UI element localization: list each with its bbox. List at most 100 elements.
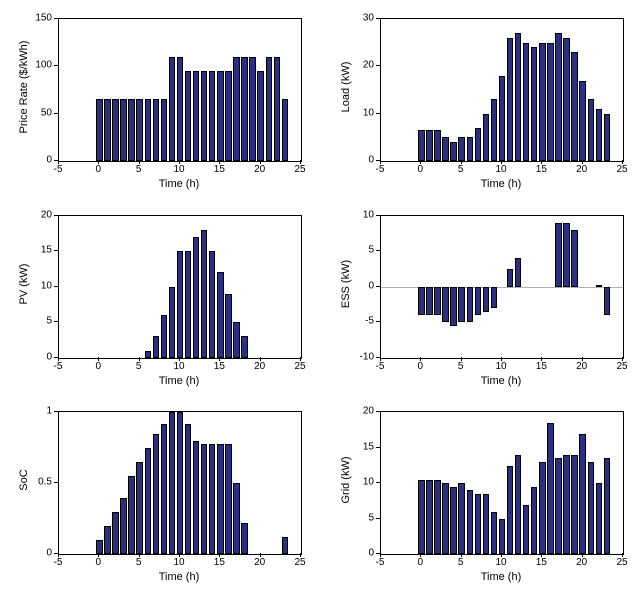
bar [241, 523, 247, 554]
bar [515, 258, 521, 286]
bar [604, 458, 610, 554]
bar [112, 512, 118, 555]
plot-area-price [58, 18, 302, 162]
bar [177, 57, 183, 161]
bar [442, 287, 448, 323]
x-tick-label: 25 [616, 557, 627, 568]
bar [145, 448, 151, 555]
x-tick-label: 15 [536, 361, 547, 372]
bar [161, 315, 167, 358]
bar [523, 505, 529, 555]
bar [571, 230, 577, 287]
bar [491, 99, 497, 161]
plot-area-grid [380, 411, 624, 555]
bar [491, 512, 497, 555]
bar [458, 137, 464, 161]
bar [483, 494, 489, 554]
bar [241, 57, 247, 161]
x-tick-label: -5 [376, 557, 385, 568]
bar [491, 287, 497, 308]
bar [193, 441, 199, 555]
plot-area-soc [58, 411, 302, 555]
bar [604, 287, 610, 315]
x-tick-label: 15 [214, 557, 225, 568]
bar [217, 272, 223, 357]
bar [217, 71, 223, 161]
y-axis-label: PV (kW) [18, 214, 30, 354]
x-tick-label: 20 [576, 164, 587, 175]
x-axis-label: Time (h) [380, 571, 622, 583]
x-tick-label: 0 [418, 361, 424, 372]
bar [483, 114, 489, 161]
x-tick-label: 20 [254, 164, 265, 175]
bar [120, 498, 126, 555]
bar [458, 483, 464, 554]
bar [434, 480, 440, 555]
bar [249, 57, 255, 161]
bar [418, 480, 424, 555]
plot-area-pv [58, 215, 302, 359]
bar [588, 462, 594, 554]
plot-area-ess [380, 215, 624, 359]
bar [225, 294, 231, 358]
x-tick-label: 0 [96, 361, 102, 372]
y-axis-label: SoC [18, 410, 30, 550]
x-tick-label: -5 [54, 361, 63, 372]
bar [604, 114, 610, 161]
bar [241, 336, 247, 357]
x-tick-label: 25 [294, 361, 305, 372]
bar [233, 483, 239, 554]
bar [507, 38, 513, 161]
x-axis-label: Time (h) [58, 375, 300, 387]
bar [563, 38, 569, 161]
bar [563, 455, 569, 554]
bar [153, 434, 159, 555]
bar [145, 351, 151, 358]
bar [458, 287, 464, 323]
bar [282, 537, 288, 554]
bar [96, 99, 102, 161]
bar [499, 76, 505, 161]
bar [467, 287, 473, 323]
bar [136, 99, 142, 161]
bar [136, 462, 142, 554]
bar [426, 130, 432, 161]
bar [193, 71, 199, 161]
bar [209, 71, 215, 161]
bar [209, 251, 215, 358]
x-tick-label: 20 [254, 361, 265, 372]
panel-ess: -50510152025-10-50510Time (h)ESS (kW) [332, 207, 634, 396]
bar [201, 444, 207, 555]
bar [185, 71, 191, 161]
bar [467, 490, 473, 554]
bar [555, 223, 561, 287]
bar [596, 285, 602, 287]
bar [555, 33, 561, 161]
x-axis-label: Time (h) [58, 178, 300, 190]
bar [169, 57, 175, 161]
bar [201, 71, 207, 161]
bar [225, 71, 231, 161]
bar [475, 494, 481, 554]
bar [161, 99, 167, 161]
x-tick-label: -5 [376, 361, 385, 372]
x-tick-label: 5 [458, 557, 464, 568]
bar [450, 287, 456, 326]
bar [499, 519, 505, 555]
bar [450, 142, 456, 161]
x-tick-label: 5 [458, 164, 464, 175]
x-tick-label: 15 [214, 164, 225, 175]
bar [571, 52, 577, 161]
x-tick-label: 25 [294, 557, 305, 568]
bar [217, 444, 223, 555]
bar [153, 99, 159, 161]
bar [257, 71, 263, 161]
bar [450, 487, 456, 554]
bar [563, 223, 569, 287]
bar [531, 487, 537, 554]
bar [209, 444, 215, 555]
bar [418, 130, 424, 161]
x-tick-label: -5 [54, 557, 63, 568]
bar [507, 466, 513, 555]
bar [515, 33, 521, 161]
